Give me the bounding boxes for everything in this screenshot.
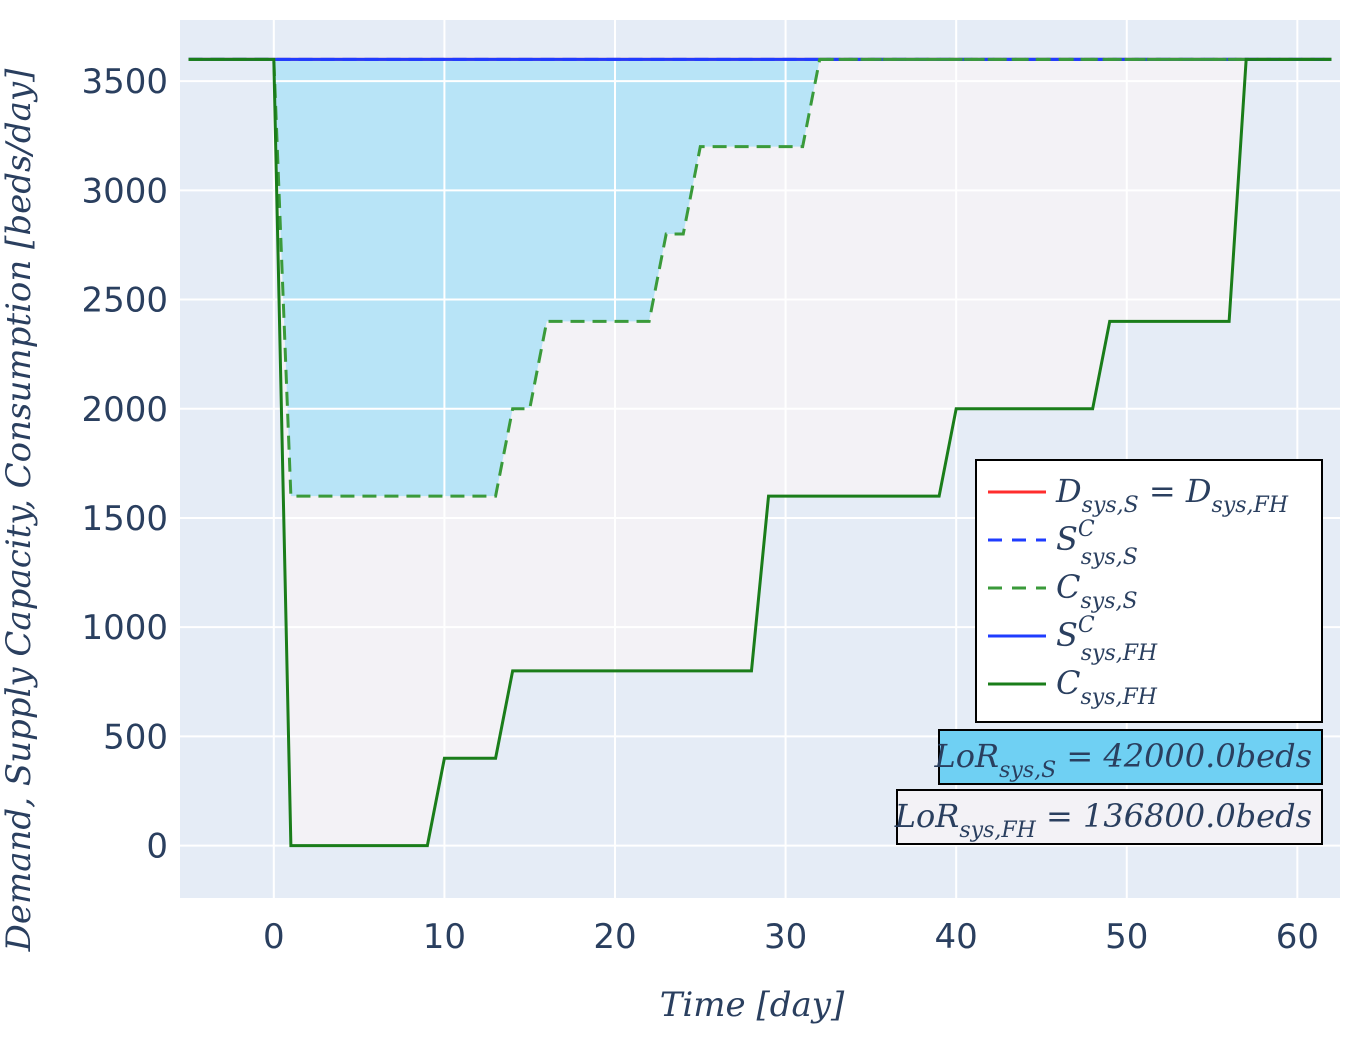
x-tick-label: 60 — [1276, 917, 1319, 957]
y-tick-label: 2000 — [81, 390, 168, 430]
x-tick-label: 50 — [1105, 917, 1148, 957]
legend-label: Dsys,S = Dsys,FH — [1055, 472, 1289, 518]
x-tick-label: 30 — [764, 917, 807, 957]
legend-box — [975, 459, 1323, 723]
annotation-box — [896, 789, 1323, 845]
annotation-box — [938, 729, 1323, 785]
legend-label: SC sys,FH — [1056, 613, 1158, 666]
x-tick-label: 20 — [593, 917, 636, 957]
x-tick-label: 10 — [423, 917, 466, 957]
y-tick-labels: 0 500 1000 1500 2000 2500 3000 3500 — [81, 62, 168, 866]
legend-label: Csys,FH — [1056, 664, 1158, 710]
y-tick-label: 0 — [146, 827, 168, 867]
legend-label: SC sys,S — [1056, 517, 1138, 570]
y-tick-label: 2500 — [81, 281, 168, 321]
y-axis-title: Demand, Supply Capacity, Consumption [be… — [0, 68, 39, 952]
fill-areas — [188, 59, 1332, 846]
x-axis-title: Time [day] — [660, 985, 845, 1025]
y-tick-label: 1000 — [81, 608, 168, 648]
x-tick-label: 0 — [263, 917, 285, 957]
y-tick-label: 500 — [103, 717, 168, 757]
y-tick-label: 3000 — [81, 171, 168, 211]
annotation-label: LoRsys,S = 42000.0beds — [934, 737, 1313, 783]
series-lines — [188, 57, 1332, 848]
y-tick-label: 1500 — [81, 499, 168, 539]
fill-area-s — [188, 59, 1332, 497]
series-line — [188, 57, 1332, 848]
legend-label: Csys,S — [1056, 568, 1138, 614]
x-tick-label: 40 — [935, 917, 978, 957]
series-line — [188, 57, 1332, 498]
annotations: LoRsys,S = 42000.0beds LoRsys,FH = 136800… — [894, 729, 1323, 845]
annotation-label: LoRsys,FH = 136800.0beds — [894, 797, 1312, 843]
y-tick-label: 3500 — [81, 62, 168, 102]
x-tick-labels: 0 10 20 30 40 50 60 — [263, 917, 1319, 957]
